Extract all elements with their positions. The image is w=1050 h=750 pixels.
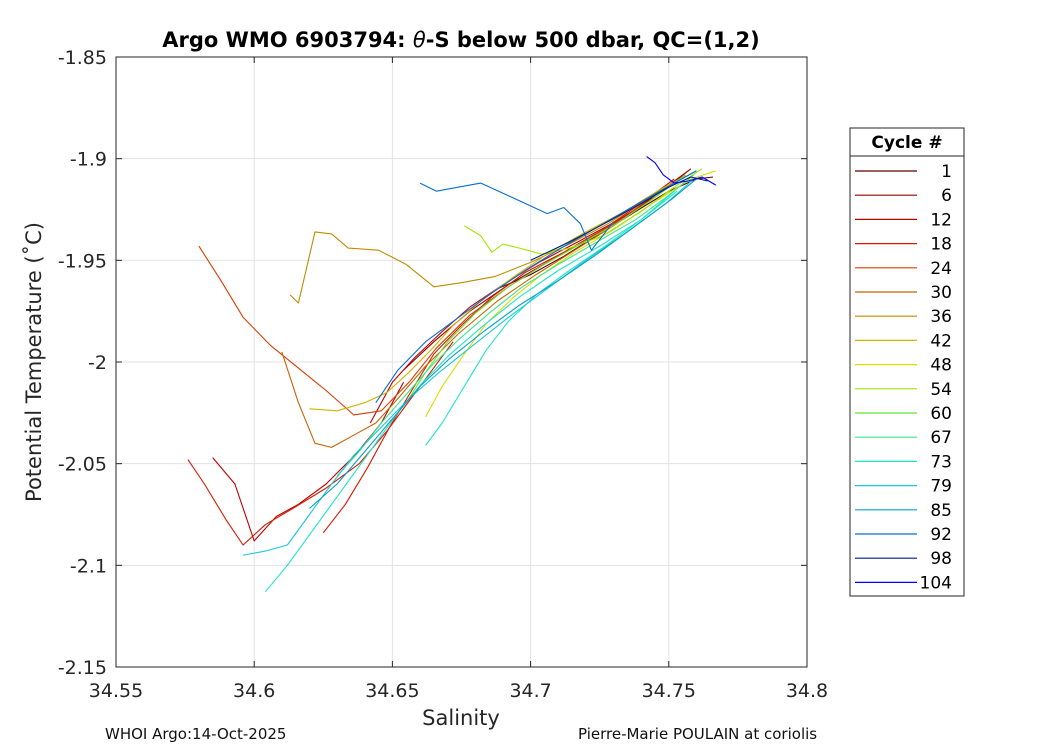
title-part-2: -S below 500 dbar, QC=(1,2): [426, 28, 760, 52]
y-axis-label: Potential Temperature (˚C): [22, 222, 46, 502]
series-line-cycle-73b: [425, 190, 678, 446]
series-line-cycle-67: [336, 174, 695, 477]
legend-box: [849, 127, 965, 597]
legend-label: 42: [930, 331, 952, 351]
series-line-cycle-79: [243, 178, 695, 556]
legend-label: 24: [930, 259, 952, 279]
x-tick-label: 34.55: [89, 680, 143, 702]
y-tick-label: -1.85: [58, 47, 107, 69]
legend-label: 36: [930, 307, 952, 327]
x-tick-label: 34.6: [233, 680, 275, 702]
legend-label: 1: [941, 162, 952, 182]
grid: [115, 56, 808, 668]
series-line-cycle-85: [309, 178, 697, 509]
legend-entries: 1 6 12 18 24 30 36 42 48 54 60 67 73 79 85 92 98 104: [855, 162, 952, 593]
legend-label: 54: [930, 380, 952, 400]
footer-left-text: WHOI Argo:14-Oct-2025: [105, 725, 287, 743]
chart-title: Argo WMO 6903794: θ-S below 500 dbar, QC…: [162, 28, 759, 52]
legend-label: 6: [941, 186, 952, 206]
legend-label: 98: [930, 549, 952, 569]
series-line-cycle-60: [405, 174, 686, 403]
legend-label: 92: [930, 525, 952, 545]
y-tick-label: -2.15: [58, 657, 107, 679]
legend-label: 104: [920, 573, 952, 593]
x-tick-label: 34.7: [509, 680, 551, 702]
y-tick-label: -2: [88, 352, 107, 374]
x-tick-label: 34.75: [642, 680, 696, 702]
ticks: 34.55 34.6 34.65 34.7 34.75 34.8 -2.15 -2.1 -2.0…: [58, 47, 828, 702]
legend-label: 79: [930, 477, 952, 497]
legend-label: 67: [930, 428, 952, 448]
legend-label: 85: [930, 501, 952, 521]
series-line-cycle-24: [198, 186, 664, 416]
series-line-cycle-36: [289, 176, 683, 304]
series-line-cycle-54: [464, 168, 703, 255]
series-line-cycle-18: [187, 341, 454, 546]
series-line-cycle-73: [264, 190, 675, 593]
x-axis-label: Salinity: [422, 706, 500, 730]
legend-label: 30: [930, 283, 952, 303]
y-tick-label: -2.1: [70, 555, 107, 577]
series-line-cycle-30: [281, 174, 686, 448]
series-line-cycle-98: [530, 176, 708, 261]
series-line-cycle-92b: [375, 170, 697, 404]
y-tick-label: -1.9: [70, 149, 107, 171]
legend-title: Cycle #: [871, 133, 942, 153]
x-tick-label: 34.65: [365, 680, 419, 702]
legend-label: 73: [930, 452, 952, 472]
y-tick-label: -2.05: [58, 454, 107, 476]
y-tick-label: -1.95: [58, 250, 107, 272]
legend: Cycle # 1 6 12 18 24 30 36 42 48 54 60 67 73 79 85 92 98…: [849, 127, 965, 597]
series-line-cycle-92: [419, 182, 614, 251]
legend-label: 18: [930, 235, 952, 255]
legend-label: 12: [930, 210, 952, 230]
footer-right-text: Pierre-Marie POULAIN at coriolis: [578, 725, 818, 743]
legend-label: 48: [930, 356, 952, 376]
legend-label: 60: [930, 404, 952, 424]
title-theta: θ: [413, 28, 426, 52]
series-group: [187, 156, 717, 593]
x-tick-label: 34.8: [786, 680, 828, 702]
series-line-cycle-104: [646, 156, 717, 186]
title-part-1: Argo WMO 6903794:: [162, 28, 413, 52]
